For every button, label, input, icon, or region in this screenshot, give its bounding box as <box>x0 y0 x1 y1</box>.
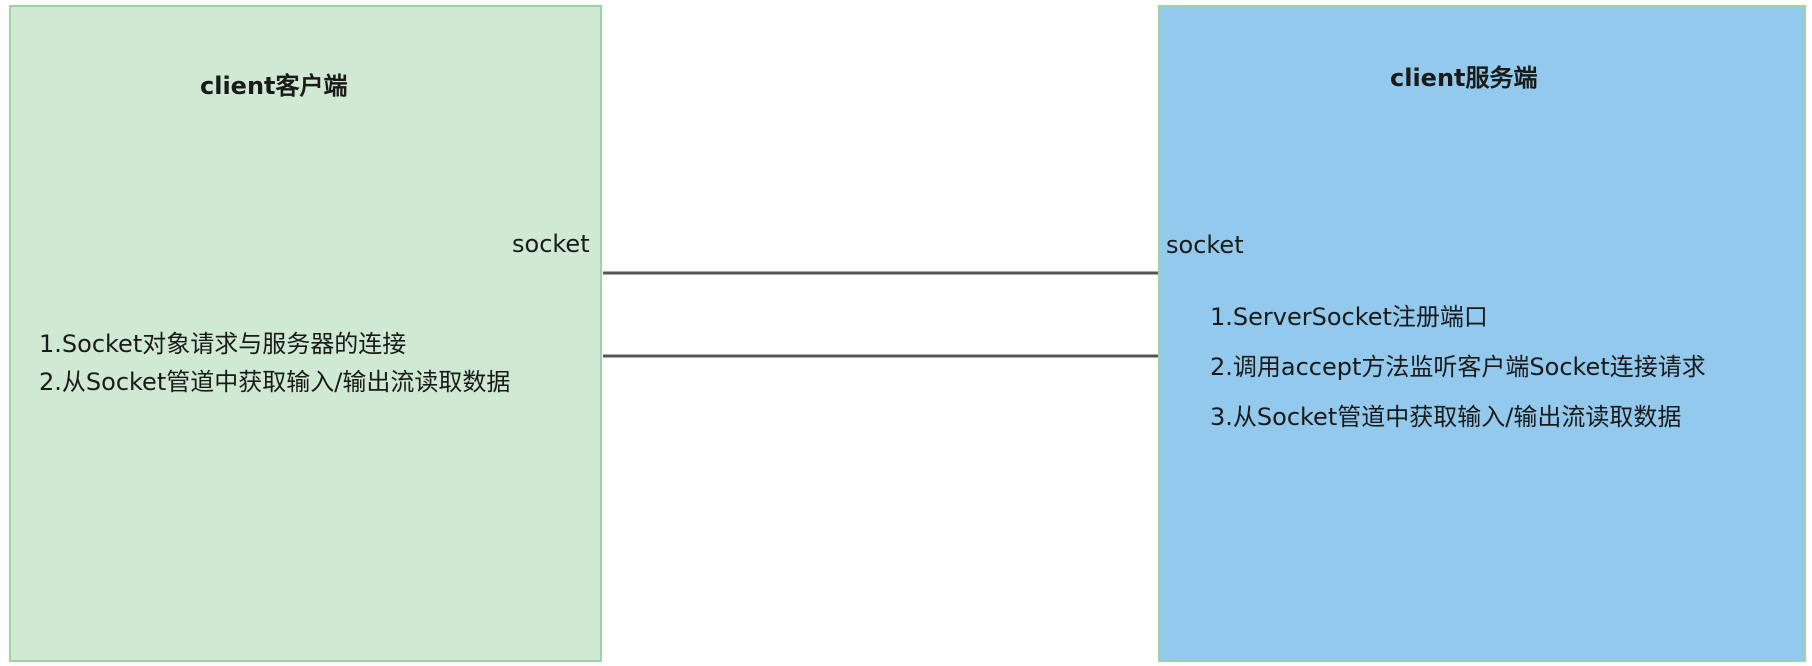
server-step-list: 1.ServerSocket注册端口 2.调用accept方法监听客户端Sock… <box>1210 292 1706 442</box>
client-box <box>9 5 602 662</box>
server-socket-label: socket <box>1166 231 1244 259</box>
server-step: 2.调用accept方法监听客户端Socket连接请求 <box>1210 353 1706 381</box>
client-title: client客户端 <box>200 72 348 100</box>
client-step-list: 1.Socket对象请求与服务器的连接 2.从Socket管道中获取输入/输出流… <box>39 325 510 401</box>
server-step: 3.从Socket管道中获取输入/输出流读取数据 <box>1210 403 1682 431</box>
server-box <box>1158 5 1806 662</box>
client-step: 2.从Socket管道中获取输入/输出流读取数据 <box>39 368 511 396</box>
client-socket-label: socket <box>512 230 590 258</box>
server-title: client服务端 <box>1390 64 1538 92</box>
server-step: 1.ServerSocket注册端口 <box>1210 303 1488 331</box>
client-step: 1.Socket对象请求与服务器的连接 <box>39 330 407 358</box>
